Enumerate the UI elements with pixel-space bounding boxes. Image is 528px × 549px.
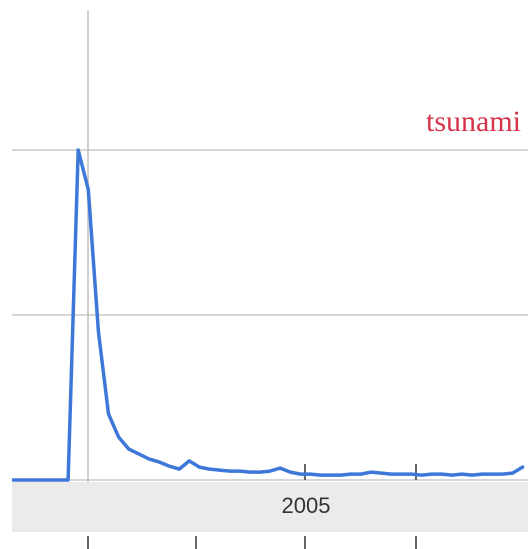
series-label: tsunami (426, 105, 521, 138)
x-ticks (87, 464, 417, 549)
x-band (12, 482, 528, 532)
plot (12, 148, 525, 482)
line-series (12, 148, 525, 482)
x-band-label: 2005 (282, 493, 331, 518)
